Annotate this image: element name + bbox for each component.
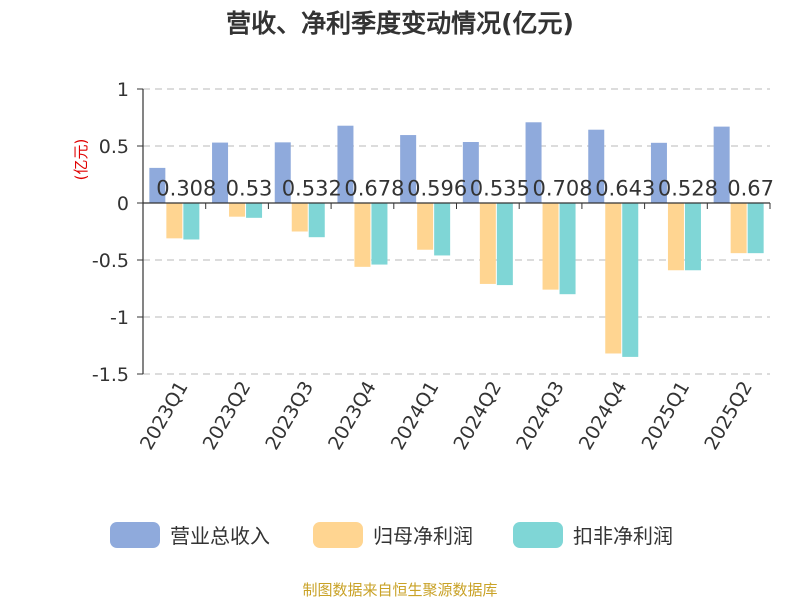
bar [229, 203, 246, 217]
data-label: 0.643 [595, 177, 655, 201]
y-tick-label: -1.5 [92, 364, 129, 386]
bar [667, 203, 684, 271]
bar [559, 203, 576, 295]
legend-swatch [110, 522, 160, 548]
legend-label: 扣非净利润 [573, 524, 673, 548]
x-tick-label: 2023Q3 [261, 378, 318, 454]
bar [496, 203, 513, 286]
bar [684, 203, 701, 271]
bar [166, 203, 183, 239]
legend-swatch [313, 522, 363, 548]
bar [354, 203, 371, 267]
bar [730, 203, 747, 254]
bar [525, 122, 542, 203]
source-note: 制图数据来自恒生聚源数据库 [302, 581, 498, 599]
bar [434, 203, 451, 256]
y-tick-label: -1 [110, 307, 129, 329]
x-tick-label: 2023Q2 [199, 378, 256, 454]
bar [212, 142, 229, 203]
legend-label: 营业总收入 [170, 524, 270, 548]
bar [605, 203, 622, 354]
y-tick-label: 1 [117, 79, 129, 101]
bar [149, 167, 166, 203]
y-axis-label: (亿元) [72, 139, 90, 181]
data-label: 0.67 [727, 177, 774, 201]
bar [308, 203, 325, 238]
legend-swatch [513, 522, 563, 548]
x-tick-label: 2024Q4 [575, 378, 632, 454]
data-label: 0.308 [156, 177, 216, 201]
data-label: 0.532 [282, 177, 342, 201]
bar [650, 142, 667, 203]
data-label: 0.528 [658, 177, 718, 201]
bar [462, 142, 479, 203]
x-tick-label: 2023Q4 [324, 378, 381, 454]
bar [291, 203, 308, 232]
bar [588, 129, 605, 203]
data-label: 0.53 [226, 177, 273, 201]
chart-title: 营收、净利季度变动情况(亿元) [226, 9, 574, 38]
bar [747, 203, 764, 254]
bar [246, 203, 263, 218]
x-tick-label: 2024Q3 [512, 378, 569, 454]
bar [713, 126, 730, 203]
data-label: 0.596 [407, 177, 467, 201]
data-label: 0.708 [532, 177, 592, 201]
bar [417, 203, 434, 250]
y-tick-label: -0.5 [92, 250, 129, 272]
x-tick-label: 2024Q2 [449, 378, 506, 454]
x-tick-label: 2025Q1 [638, 378, 695, 454]
bar [622, 203, 639, 357]
bar [400, 135, 417, 203]
legend-label: 归母净利润 [373, 524, 473, 548]
y-tick-label: 0 [117, 193, 129, 215]
bar [542, 203, 559, 290]
x-tick-label: 2023Q1 [136, 378, 193, 454]
x-tick-label: 2025Q2 [700, 378, 757, 454]
bar [337, 125, 354, 203]
bar [183, 203, 200, 240]
bar [479, 203, 496, 284]
data-label: 0.678 [344, 177, 404, 201]
bar [371, 203, 388, 265]
x-tick-label: 2024Q1 [387, 378, 444, 454]
data-label: 0.535 [470, 177, 530, 201]
bar [274, 142, 291, 203]
y-tick-label: 0.5 [99, 136, 129, 158]
